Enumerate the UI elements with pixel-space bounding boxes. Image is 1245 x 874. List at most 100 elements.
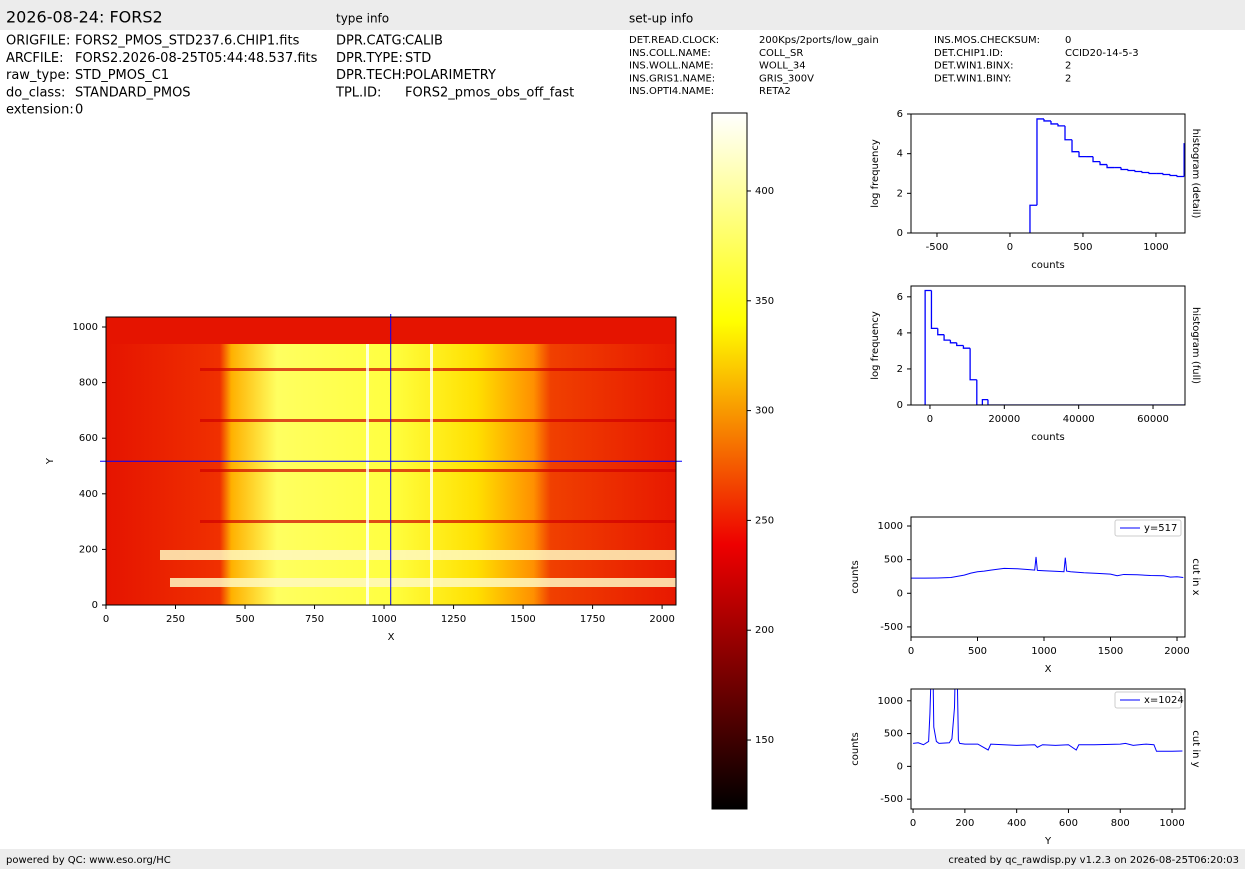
x-tick-label: 600 bbox=[1059, 818, 1078, 829]
x-axis-label: counts bbox=[1031, 432, 1064, 443]
y-tick-label: 2 bbox=[897, 364, 903, 375]
section-title: set-up info bbox=[629, 12, 693, 26]
axes-frame bbox=[105, 316, 677, 606]
x-tick-label: 1750 bbox=[580, 614, 605, 625]
y-tick-label: 500 bbox=[884, 555, 903, 566]
histogram-step bbox=[1176, 175, 1185, 178]
y-tick-label: 0 bbox=[897, 588, 903, 599]
histogram-step bbox=[1099, 161, 1108, 166]
x-tick-label: 200 bbox=[955, 818, 974, 829]
y-tick-label: -500 bbox=[880, 622, 903, 633]
info-key: extension: bbox=[6, 103, 74, 118]
info-key: DET.WIN1.BINX: bbox=[934, 61, 1014, 72]
footer-left: powered by QC: www.eso.org/HC bbox=[6, 855, 171, 866]
histogram-step bbox=[924, 289, 932, 405]
legend-box bbox=[1114, 691, 1182, 709]
histogram-step bbox=[969, 348, 977, 381]
axes-frame bbox=[910, 688, 1186, 810]
histogram-step bbox=[1043, 118, 1051, 122]
y-axis-label: log frequency bbox=[870, 311, 881, 380]
x-tick-label: 0 bbox=[910, 818, 916, 829]
info-value: CALIB bbox=[405, 34, 443, 49]
axes-frame bbox=[910, 516, 1186, 638]
legend-label: y=517 bbox=[1144, 523, 1177, 534]
x-tick-label: 0 bbox=[908, 646, 914, 657]
x-tick-label: 60000 bbox=[1137, 414, 1169, 425]
y-tick-label: 0 bbox=[897, 228, 903, 239]
header-bar bbox=[0, 0, 1245, 30]
y-axis-label: counts bbox=[850, 732, 861, 765]
x-tick-label: 0 bbox=[103, 614, 109, 625]
y-tick-label: 150 bbox=[755, 735, 774, 746]
histogram-step bbox=[1141, 171, 1150, 174]
y-tick-label: 600 bbox=[79, 433, 98, 444]
legend-box bbox=[1114, 519, 1182, 537]
axes-frame bbox=[711, 112, 748, 810]
histogram-step bbox=[1029, 204, 1037, 233]
histogram-step bbox=[1036, 118, 1044, 206]
info-value: RETA2 bbox=[759, 86, 791, 97]
y-tick-label: 0 bbox=[897, 761, 903, 772]
histogram-step bbox=[962, 345, 971, 349]
x-tick-label: 1250 bbox=[441, 614, 466, 625]
y-tick-label: -500 bbox=[880, 794, 903, 805]
y-axis-label: Y bbox=[45, 457, 56, 465]
histogram-step bbox=[1148, 172, 1157, 175]
histogram-step bbox=[1050, 120, 1058, 125]
histogram-step bbox=[1127, 169, 1136, 172]
histogram-step bbox=[956, 342, 964, 347]
x-tick-label: 400 bbox=[1007, 818, 1026, 829]
y-tick-label: 200 bbox=[79, 544, 98, 555]
info-key: DPR.TECH: bbox=[336, 68, 406, 83]
info-key: INS.GRIS1.NAME: bbox=[629, 73, 715, 84]
histogram-step bbox=[1106, 164, 1115, 169]
x-tick-label: 40000 bbox=[1063, 414, 1095, 425]
y-tick-label: 2 bbox=[897, 188, 903, 199]
colorbar bbox=[712, 113, 747, 809]
info-key: DET.WIN1.BINY: bbox=[934, 73, 1011, 84]
section-title: type info bbox=[336, 12, 389, 26]
histogram-step bbox=[1134, 170, 1143, 173]
y-tick-label: 4 bbox=[897, 149, 903, 160]
info-value: 0 bbox=[75, 103, 83, 118]
x-tick-label: 800 bbox=[1111, 818, 1130, 829]
x-tick-label: -500 bbox=[926, 242, 949, 253]
x-tick-label: 1000 bbox=[371, 614, 396, 625]
x-axis-label: X bbox=[388, 632, 395, 643]
x-tick-label: 0 bbox=[927, 414, 933, 425]
info-value: 2 bbox=[1065, 73, 1071, 84]
line-plot bbox=[911, 556, 1184, 579]
info-key: TPL.ID: bbox=[335, 85, 381, 100]
x-tick-label: 500 bbox=[235, 614, 254, 625]
x-tick-label: 0 bbox=[1007, 242, 1013, 253]
y-tick-label: 1000 bbox=[878, 696, 903, 707]
right-axis-label: histogram (full) bbox=[1190, 307, 1201, 384]
y-tick-label: 1000 bbox=[73, 322, 98, 333]
y-tick-label: 6 bbox=[897, 292, 903, 303]
x-tick-label: 250 bbox=[166, 614, 185, 625]
crosshair bbox=[100, 314, 682, 605]
info-value: FORS2_PMOS_STD237.6.CHIP1.fits bbox=[75, 34, 300, 49]
histogram bbox=[911, 289, 1185, 405]
x-tick-label: 2000 bbox=[649, 614, 674, 625]
info-key: DPR.TYPE: bbox=[336, 51, 403, 66]
info-key: ARCFILE: bbox=[6, 51, 64, 66]
info-key: raw_type: bbox=[6, 68, 70, 83]
y-tick-label: 200 bbox=[755, 625, 774, 636]
info-key: DET.CHIP1.ID: bbox=[934, 48, 1003, 59]
info-key: ORIGFILE: bbox=[6, 34, 70, 49]
info-key: do_class: bbox=[6, 85, 65, 100]
y-tick-label: 1000 bbox=[878, 521, 903, 532]
y-axis-label: counts bbox=[850, 560, 861, 593]
x-tick-label: 20000 bbox=[988, 414, 1020, 425]
y-tick-label: 0 bbox=[897, 400, 903, 411]
info-value: POLARIMETRY bbox=[405, 68, 496, 83]
x-tick-label: 1500 bbox=[510, 614, 535, 625]
y-tick-label: 250 bbox=[755, 515, 774, 526]
x-axis-label: X bbox=[1045, 664, 1052, 675]
y-tick-label: 4 bbox=[897, 328, 903, 339]
y-tick-label: 400 bbox=[79, 489, 98, 500]
x-tick-label: 1000 bbox=[1143, 242, 1168, 253]
page-title: 2026-08-24: FORS2 bbox=[6, 8, 163, 27]
